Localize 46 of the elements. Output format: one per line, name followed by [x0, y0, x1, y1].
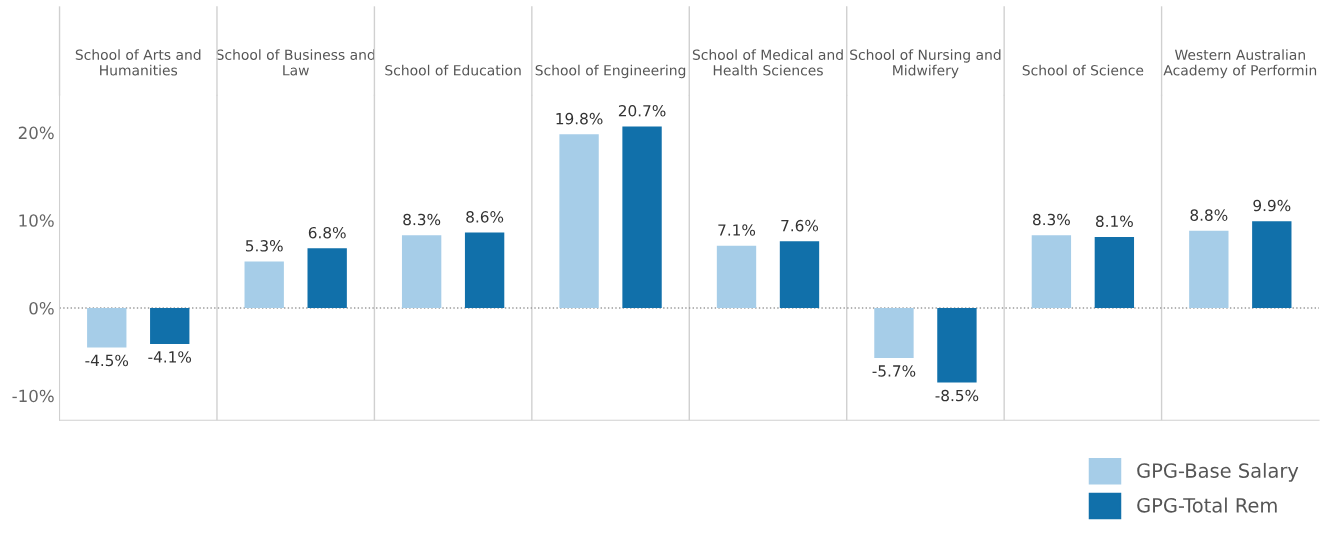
x-tick-label: Western Australian Academy of Performin — [1163, 49, 1317, 79]
legend-label: GPG-Base Salary — [1137, 462, 1299, 482]
x-tick-label: School of Education — [385, 64, 521, 76]
bar — [150, 307, 190, 344]
data-label: 8.3% — [403, 213, 441, 226]
data-label: 7.6% — [781, 219, 819, 232]
data-label: 5.3% — [245, 240, 283, 252]
x-tick-label: School of Nursing and Midwifery — [850, 49, 1001, 79]
y-tick-label: 20% — [18, 126, 54, 140]
data-label: 8.6% — [466, 211, 504, 223]
data-label: 9.9% — [1253, 199, 1291, 212]
bar — [307, 248, 347, 308]
data-label: -4.5% — [85, 354, 129, 367]
bar — [874, 307, 914, 358]
y-tick-label: 10% — [19, 214, 54, 227]
data-label: -5.7% — [872, 365, 916, 377]
bar — [1189, 230, 1229, 308]
data-label: -8.5% — [935, 389, 979, 402]
data-label: 8.3% — [1033, 213, 1070, 226]
bar — [937, 307, 977, 383]
x-tick-label: School of Arts and Humanities — [75, 49, 201, 76]
bar — [1252, 221, 1292, 308]
data-label: 20.7% — [618, 104, 666, 117]
bar — [622, 126, 662, 308]
data-label: 7.1% — [718, 224, 756, 236]
bar — [1031, 235, 1072, 308]
x-tick-label: School of Business and Law — [216, 49, 375, 76]
data-label: -4.1% — [148, 351, 192, 363]
bar — [244, 261, 284, 308]
x-tick-label: School of Science — [1022, 64, 1144, 76]
legend-label: GPG-Total Rem — [1137, 497, 1277, 513]
data-label: 8.1% — [1095, 215, 1133, 228]
bar — [1094, 236, 1135, 308]
y-tick-label: -10% — [12, 389, 54, 403]
data-label: 8.8% — [1190, 209, 1228, 221]
bar — [559, 134, 599, 308]
x-tick-label: School of Medical and Health Sciences — [692, 49, 843, 76]
bar — [716, 245, 757, 308]
y-tick-label: 0% — [29, 301, 54, 315]
x-tick-label: School of Engineering — [535, 64, 686, 79]
bar — [779, 241, 820, 308]
data-label: 6.8% — [308, 226, 346, 239]
bar — [464, 232, 505, 308]
bar — [87, 307, 127, 348]
bar — [401, 235, 442, 308]
data-label: 19.8% — [556, 112, 603, 125]
